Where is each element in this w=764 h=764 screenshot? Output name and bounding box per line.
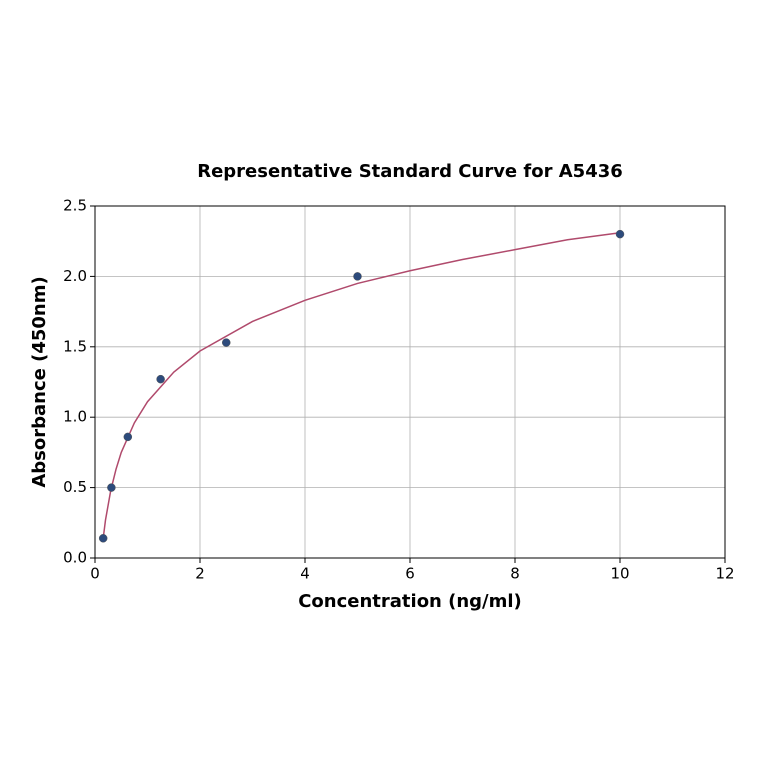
y-tick-label: 0.5 xyxy=(63,478,87,496)
data-point xyxy=(107,483,116,492)
data-point xyxy=(98,534,108,543)
x-tick-label: 6 xyxy=(405,565,415,583)
plot-frame xyxy=(94,205,726,559)
y-tick-label: 1.5 xyxy=(63,337,87,355)
data-point xyxy=(156,374,165,384)
chart-title: Representative Standard Curve for A5436 xyxy=(197,161,623,182)
x-tick-label: 2 xyxy=(195,565,205,583)
y-tick-label: 2.5 xyxy=(63,197,87,215)
y-tick-label: 1.0 xyxy=(63,408,87,426)
x-axis-label: Concentration (ng/ml) xyxy=(298,591,522,612)
x-tick-label: 4 xyxy=(300,565,310,583)
x-tick-label: 0 xyxy=(90,565,100,583)
y-tick-label: 0.0 xyxy=(63,549,87,567)
data-point xyxy=(222,338,231,347)
data-point xyxy=(353,272,362,281)
x-tick-label: 8 xyxy=(510,565,520,583)
x-tick-label: 12 xyxy=(715,565,734,583)
data-point xyxy=(123,432,133,442)
fit-curve xyxy=(102,232,621,539)
data-point xyxy=(615,229,625,239)
x-tick-label: 10 xyxy=(610,565,629,583)
y-tick-label: 2.0 xyxy=(63,267,87,285)
y-axis-label: Absorbance (450nm) xyxy=(29,276,50,487)
